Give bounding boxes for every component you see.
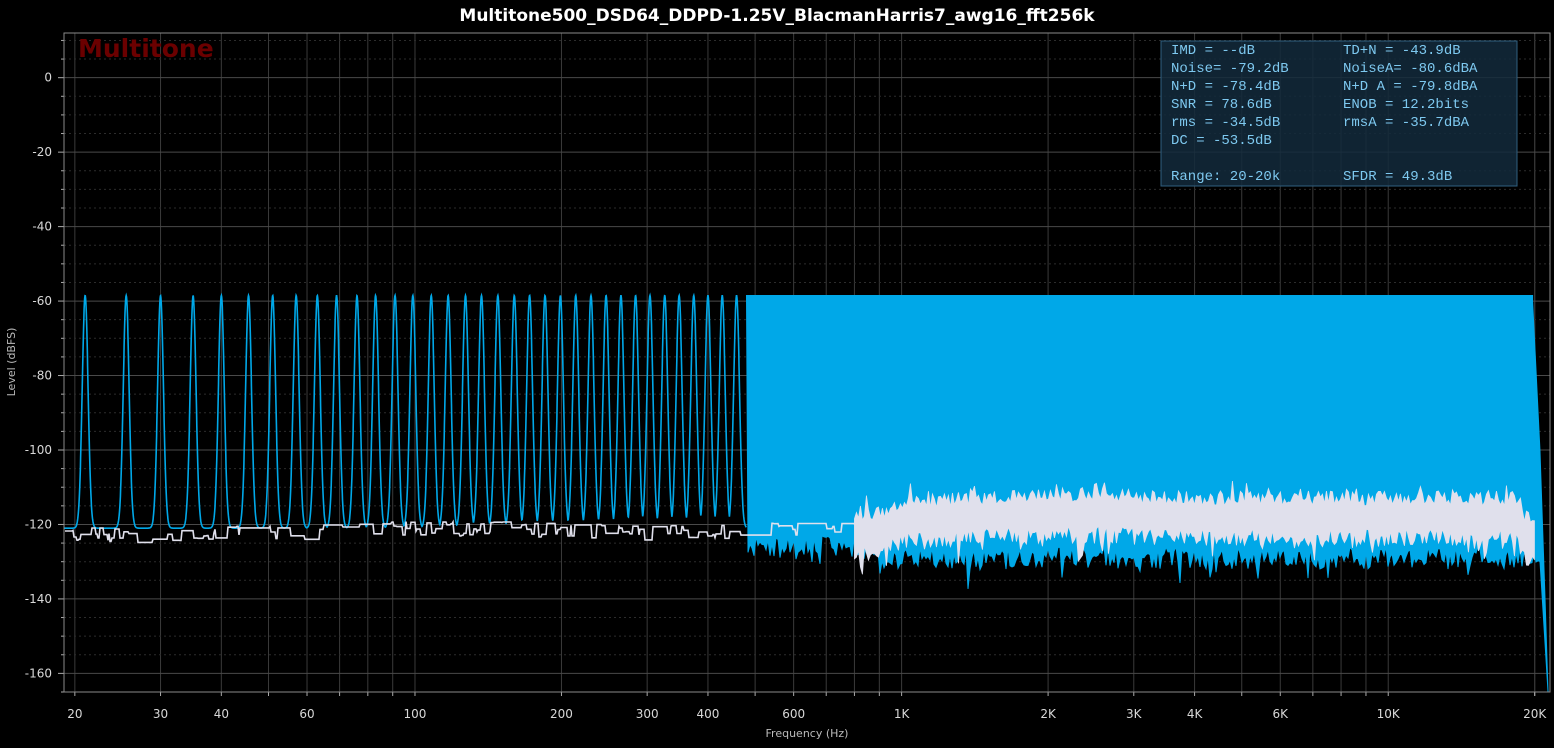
stats-left-2: N+D = -78.4dB [1171,79,1280,95]
watermark-text: Multitone [78,34,214,63]
x-tick-label: 200 [550,707,573,721]
stats-left-0: IMD = --dB [1171,43,1255,59]
x-tick-label: 300 [636,707,659,721]
stats-left-5: DC = -53.5dB [1171,133,1272,149]
y-tick-label: -40 [32,220,52,234]
x-tick-label: 30 [153,707,168,721]
y-tick-label: -100 [25,443,52,457]
stats-left-1: Noise= -79.2dB [1171,61,1289,77]
x-tick-label: 40 [214,707,229,721]
y-tick-label: -120 [25,517,52,531]
x-axis-ticks: 20 30 40 60 100 200 300 400 600 1K 2K 3K 4K 6K 10K 20K [67,692,1547,721]
x-tick-label: 20 [67,707,82,721]
x-axis-label: Frequency (Hz) [766,727,849,740]
stats-left-7: Range: 20-20k [1171,169,1280,185]
stats-right-0: TD+N = -43.9dB [1343,43,1461,59]
y-tick-label: -140 [25,592,52,606]
y-tick-label: -160 [25,666,52,680]
x-tick-label: 3K [1126,707,1143,721]
series-layer [64,292,1549,693]
stats-right-7: SFDR = 49.3dB [1343,169,1452,185]
stats-box-background [1160,40,1518,187]
stats-box: IMD = --dB TD+N = -43.9dB Noise= -79.2dB No… [1160,40,1518,187]
x-tick-label: 400 [697,707,720,721]
y-tick-label: -60 [32,294,52,308]
y-tick-label: -20 [32,145,52,159]
y-axis-ticks: 0 -20 -40 -60 -80 -100 -120 -140 -160 [25,39,64,693]
noise-series-line [65,519,879,544]
y-tick-label: 0 [44,71,52,85]
x-tick-label: 4K [1187,707,1204,721]
chart-title: Multitone500_DSD64_DDPD-1.25V_BlacmanHar… [459,6,1095,26]
stats-right-1: NoiseA= -80.6dBA [1343,61,1478,77]
stats-left-3: SNR = 78.6dB [1171,97,1272,113]
tone-series-line [64,292,747,530]
x-tick-label: 60 [299,707,314,721]
x-tick-label: 10K [1377,707,1401,721]
x-tick-label: 2K [1040,707,1057,721]
tone-band-area [745,294,1549,693]
x-tick-label: 600 [782,707,805,721]
y-axis-label: Level (dBFS) [5,328,18,397]
stats-right-2: N+D A = -79.8dBA [1343,79,1478,95]
stats-left-4: rms = -34.5dB [1171,115,1280,131]
plot-frame [63,32,1551,693]
x-tick-label: 6K [1273,707,1290,721]
x-tick-label: 1K [894,707,911,721]
x-tick-label: 20K [1523,707,1547,721]
noise-band-area [854,481,1535,575]
stats-right-4: rmsA = -35.7dBA [1343,115,1470,131]
y-tick-label: -80 [32,369,52,383]
x-tick-label: 100 [404,707,427,721]
stats-right-3: ENOB = 12.2bits [1343,97,1469,113]
